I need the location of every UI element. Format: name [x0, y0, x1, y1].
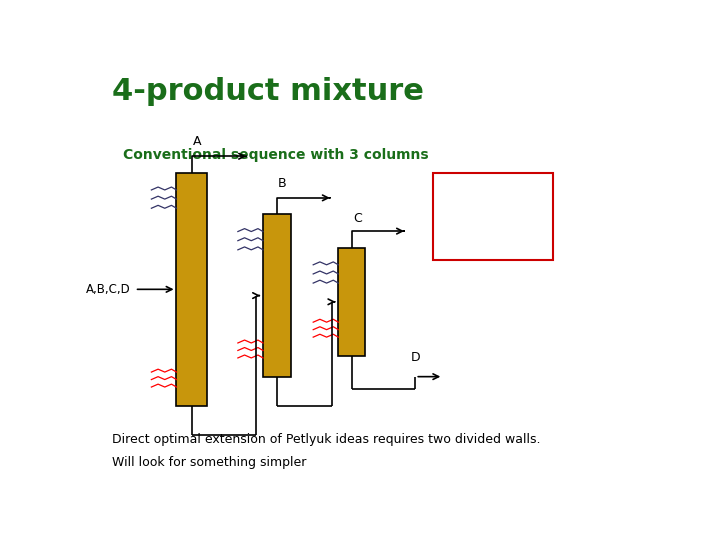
Text: A: A: [193, 135, 202, 148]
Bar: [338, 248, 365, 356]
Bar: [176, 173, 207, 406]
Text: Direct optimal extension of Petlyuk ideas requires two divided walls.: Direct optimal extension of Petlyuk idea…: [112, 433, 541, 446]
Text: B: B: [278, 177, 287, 190]
Bar: [263, 214, 291, 377]
Text: D: D: [410, 351, 420, 364]
Text: Conventional sequence with 3 columns: Conventional sequence with 3 columns: [124, 148, 429, 162]
Text: A,B,C,D: A,B,C,D: [86, 283, 131, 296]
Text: 4-product mixture: 4-product mixture: [112, 77, 424, 106]
Text: C – iC6: C – iC6: [441, 222, 485, 235]
Text: A – iC5: A – iC5: [441, 183, 485, 197]
Bar: [433, 173, 553, 260]
Text: B – nC5: B – nC5: [441, 203, 489, 216]
Text: D – nC6: D – nC6: [441, 242, 490, 255]
Text: C: C: [353, 212, 361, 225]
Text: Will look for something simpler: Will look for something simpler: [112, 456, 307, 469]
